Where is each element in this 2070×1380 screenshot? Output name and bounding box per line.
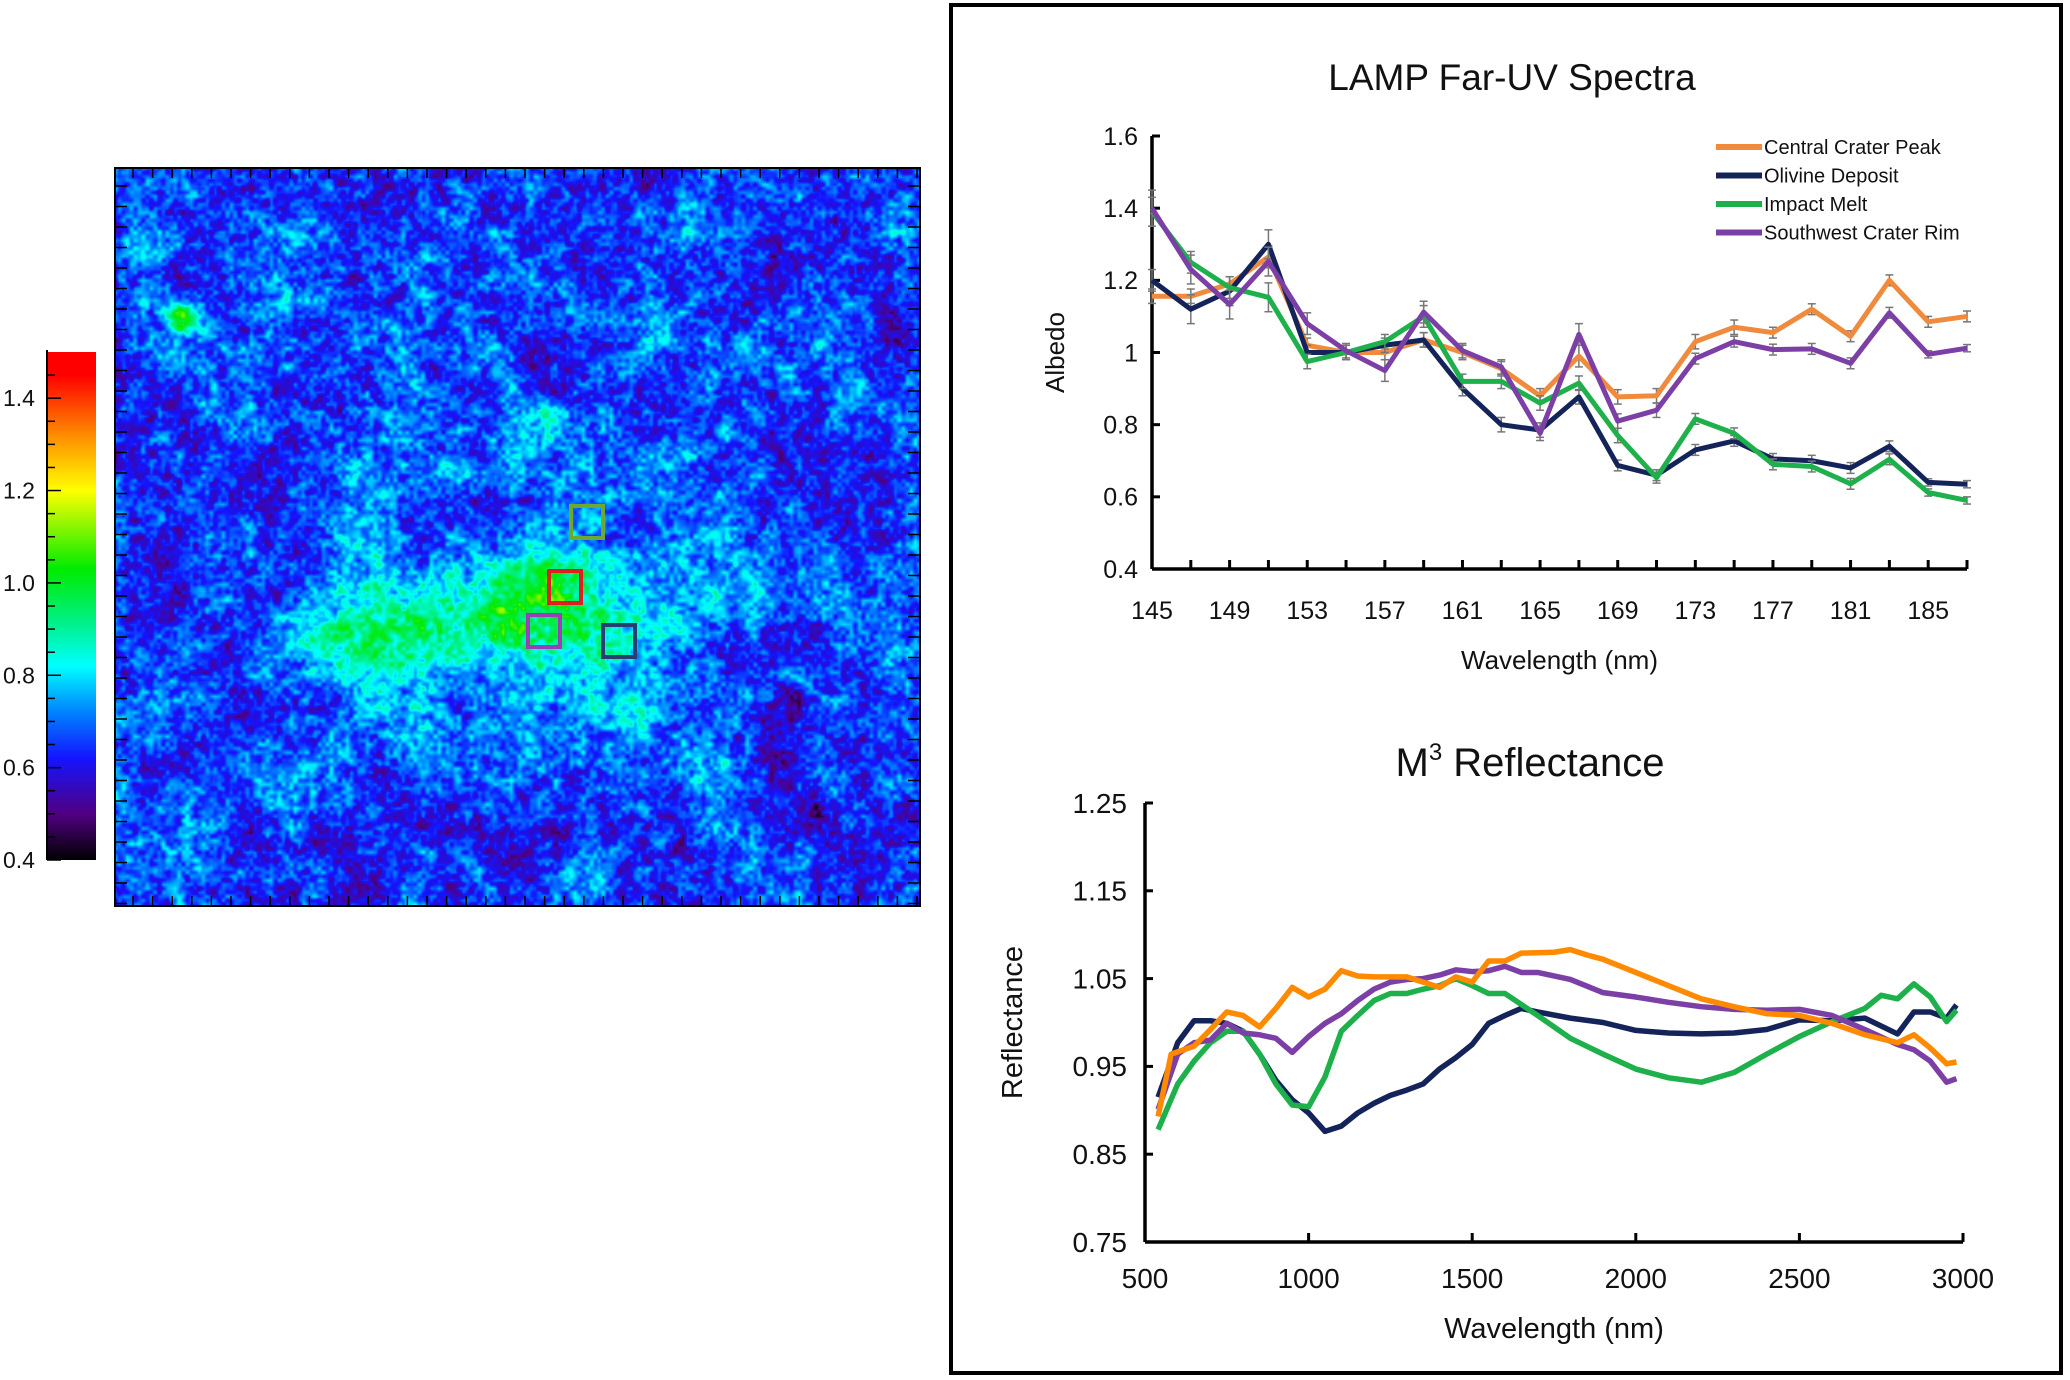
x-tick-label: 181 (1830, 597, 1872, 625)
spectra-panel-frame (949, 3, 2063, 1375)
legend-label: Southwest Crater Rim (1764, 223, 1960, 245)
x-tick-label: 2500 (1768, 1263, 1830, 1294)
y-tick-label: 0.85 (1073, 1139, 1128, 1170)
y-tick-label: 1.15 (1073, 876, 1128, 907)
colorbar-tick-label: 0.8 (3, 662, 35, 688)
series-line (1150, 241, 1968, 487)
y-tick-label: 1.4 (1103, 195, 1138, 223)
roi-box (547, 569, 583, 605)
legend-label: Impact Melt (1764, 194, 1868, 216)
colorbar-tick-label: 1.4 (3, 385, 35, 411)
x-tick-label: 165 (1519, 597, 1561, 625)
y-tick-label: 0.4 (1103, 556, 1138, 584)
lamp-chart-title: LAMP Far-UV Spectra (1328, 57, 1696, 98)
x-tick-label: 177 (1752, 597, 1794, 625)
x-axis-title: Wavelength (nm) (1444, 1313, 1664, 1345)
series-central-crater-peak (1155, 946, 1957, 1118)
x-tick-label: 145 (1131, 597, 1173, 625)
series-line (1150, 210, 1968, 503)
x-tick-label: 1500 (1441, 1263, 1503, 1294)
y-tick-label: 0.8 (1103, 411, 1138, 439)
series-southwest-crater-rim (1155, 963, 1958, 1111)
series-impact-melt (1155, 975, 1959, 1131)
y-axis-title: Albedo (1040, 312, 1070, 393)
colorbar-fill (47, 352, 96, 860)
x-tick-label: 1000 (1277, 1263, 1339, 1294)
series-line (1155, 975, 1959, 1131)
y-tick-label: 1.05 (1073, 963, 1128, 994)
series-line (1155, 946, 1957, 1118)
colorbar-tick-label: 0.4 (3, 847, 35, 873)
series-southwest-crater-rim (1148, 189, 1971, 442)
x-tick-label: 2000 (1605, 1263, 1667, 1294)
roi-box (569, 504, 605, 540)
m3-chart: 0.75 0.85 0.95 1.05 1.15 1.25 500 1000 1500 2000 2… (997, 788, 1994, 1345)
x-axis-title: Wavelength (nm) (1461, 645, 1658, 675)
y-tick-label: 1 (1124, 339, 1138, 367)
y-tick-label: 0.75 (1073, 1227, 1128, 1258)
x-tick-label: 500 (1122, 1263, 1169, 1294)
colorbar: 0.4 0.6 0.8 1.0 1.2 1.4 (3, 350, 96, 873)
x-tick-label: 3000 (1932, 1263, 1994, 1294)
series-line (1152, 254, 1968, 400)
lamp-chart: 0.4 0.6 0.8 1 1.2 1.4 1.6 145 149 153 157 161 165 169… (1040, 123, 1971, 675)
colorbar-tick-label: 1.0 (3, 570, 35, 596)
colorbar-tick-label: 1.2 (3, 478, 35, 504)
y-tick-label: 1.25 (1073, 788, 1128, 819)
map-frame (114, 167, 921, 907)
roi-box (526, 613, 562, 649)
colorbar-tick-label: 0.6 (3, 755, 35, 781)
m3-title-superscript: 3 (1429, 739, 1442, 766)
x-tick-label: 173 (1674, 597, 1716, 625)
x-tick-label: 149 (1209, 597, 1251, 625)
y-tick-label: 1.2 (1103, 267, 1138, 295)
x-tick-label: 157 (1364, 597, 1406, 625)
m3-title-rest: Reflectance (1442, 741, 1664, 785)
y-tick-label: 0.95 (1073, 1051, 1128, 1082)
m3-chart-title: M3 Reflectance (1395, 739, 1664, 785)
y-axis-title: Reflectance (997, 946, 1029, 1099)
legend-label: Olivine Deposit (1764, 166, 1899, 188)
x-tick-label: 153 (1286, 597, 1328, 625)
lamp-albedo-map (115, 168, 920, 906)
legend-label: Central Crater Peak (1764, 137, 1942, 159)
y-tick-label: 0.6 (1103, 484, 1138, 512)
roi-box (601, 623, 637, 659)
x-tick-label: 161 (1442, 597, 1484, 625)
m3-title-m: M (1395, 741, 1428, 785)
x-tick-label: 169 (1597, 597, 1639, 625)
x-tick-label: 185 (1907, 597, 1949, 625)
map-overlay (114, 167, 921, 907)
y-tick-label: 1.6 (1103, 123, 1138, 151)
series-line (1149, 206, 1968, 436)
